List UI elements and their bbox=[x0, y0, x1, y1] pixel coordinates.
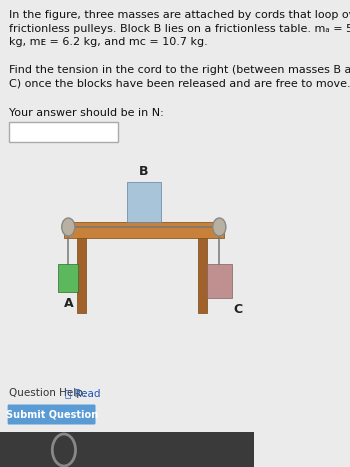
Text: Question Help:: Question Help: bbox=[9, 388, 86, 398]
Text: In the figure, three masses are attached by cords that loop over
frictionless pu: In the figure, three masses are attached… bbox=[9, 10, 350, 47]
Text: A: A bbox=[63, 297, 73, 310]
Text: Your answer should be in N:: Your answer should be in N: bbox=[9, 108, 163, 118]
FancyBboxPatch shape bbox=[8, 404, 96, 425]
Bar bbox=[64, 222, 224, 238]
Circle shape bbox=[213, 218, 226, 236]
Circle shape bbox=[52, 434, 76, 466]
Text: 📄 Read: 📄 Read bbox=[65, 388, 101, 398]
Text: Find the tension in the cord to the right (between masses B and
C) once the bloc: Find the tension in the cord to the righ… bbox=[9, 65, 350, 89]
Text: Submit Question: Submit Question bbox=[6, 410, 98, 419]
Text: B: B bbox=[139, 165, 148, 178]
Bar bbox=[127, 182, 161, 222]
Bar bbox=[207, 264, 232, 298]
Bar bbox=[197, 238, 207, 313]
Bar bbox=[0, 432, 254, 467]
FancyBboxPatch shape bbox=[9, 122, 118, 142]
Text: C: C bbox=[233, 303, 242, 316]
Bar bbox=[58, 264, 78, 292]
Circle shape bbox=[62, 218, 75, 236]
Bar bbox=[77, 238, 86, 313]
